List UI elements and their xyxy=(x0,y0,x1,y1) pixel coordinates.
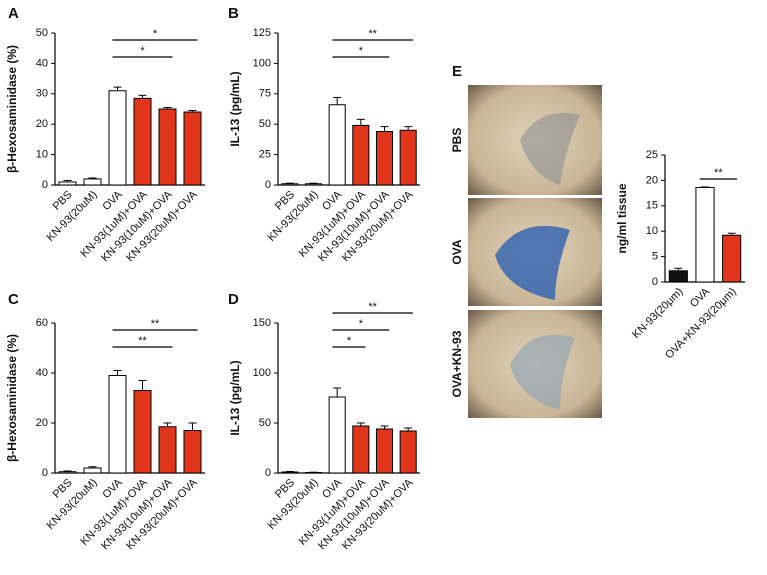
y-axis-label: IL-13 (pg/mL) xyxy=(228,360,242,435)
photo-detail xyxy=(510,334,575,410)
significance-label: * xyxy=(359,318,364,330)
y-tick-label: 100 xyxy=(253,57,271,69)
bar xyxy=(158,426,177,474)
bar xyxy=(722,234,742,283)
y-tick-label: 5 xyxy=(652,251,658,263)
panel-label: C xyxy=(8,291,19,308)
y-tick-label: 15 xyxy=(646,200,658,212)
y-axis-label: ng/ml tissue xyxy=(615,183,629,253)
panel-label: B xyxy=(228,5,239,22)
y-tick-label: 40 xyxy=(36,57,48,69)
y-tick-label: 40 xyxy=(36,367,48,379)
y-tick-label: 0 xyxy=(42,467,48,479)
significance-label: ** xyxy=(138,335,147,347)
bar xyxy=(399,129,417,186)
bar xyxy=(58,181,77,186)
y-tick-label: 0 xyxy=(265,179,271,191)
bar xyxy=(668,270,688,283)
bar xyxy=(352,124,370,186)
y-tick-label: 50 xyxy=(36,27,48,39)
y-axis-label: β-Hexosaminidase (%) xyxy=(5,334,19,462)
panel-label: E xyxy=(452,63,462,80)
bar xyxy=(83,178,102,186)
y-tick-label: 20 xyxy=(36,118,48,130)
y-tick-label: 30 xyxy=(36,88,48,100)
bar xyxy=(133,97,152,186)
bar xyxy=(108,375,127,474)
significance-label: * xyxy=(359,45,364,57)
bar xyxy=(328,104,346,186)
y-tick-label: 25 xyxy=(646,149,658,161)
image-label: OVA+KN-93 xyxy=(450,330,464,397)
significance-label: ** xyxy=(368,301,377,313)
bar xyxy=(183,111,202,186)
y-tick-label: 20 xyxy=(646,174,658,186)
bar xyxy=(281,183,299,186)
bar xyxy=(281,471,299,474)
significance-label: ** xyxy=(368,28,377,40)
bar xyxy=(133,390,152,474)
bar xyxy=(352,425,370,474)
y-tick-label: 10 xyxy=(36,149,48,161)
image-label: OVA xyxy=(450,239,464,264)
significance-label: * xyxy=(347,335,352,347)
y-tick-label: 10 xyxy=(646,225,658,237)
y-tick-label: 75 xyxy=(259,88,271,100)
y-tick-label: 50 xyxy=(259,417,271,429)
significance-label: ** xyxy=(151,318,160,330)
y-axis-label: β-Hexosaminidase (%) xyxy=(5,45,19,173)
bar xyxy=(328,396,346,474)
bar xyxy=(399,430,417,474)
panel-label: D xyxy=(228,291,239,308)
panel-label: A xyxy=(8,5,19,22)
y-tick-label: 100 xyxy=(253,367,271,379)
bar xyxy=(375,130,394,186)
ear-photos xyxy=(468,85,602,418)
bar xyxy=(158,108,177,186)
bar xyxy=(83,467,102,474)
bar xyxy=(183,430,202,474)
bar xyxy=(375,428,394,474)
image-label: PBS xyxy=(450,128,464,153)
y-tick-label: 20 xyxy=(36,417,48,429)
bar xyxy=(695,187,715,283)
y-tick-label: 125 xyxy=(253,27,271,39)
bar xyxy=(58,471,77,474)
y-tick-label: 0 xyxy=(42,179,48,191)
y-tick-label: 60 xyxy=(36,317,48,329)
significance-label: * xyxy=(140,45,145,57)
photo-detail xyxy=(495,225,570,300)
bar xyxy=(108,90,127,186)
significance-label: ** xyxy=(714,167,723,179)
y-tick-label: 0 xyxy=(652,276,658,288)
y-tick-label: 50 xyxy=(259,118,271,130)
y-axis-label: IL-13 (pg/mL) xyxy=(228,71,242,146)
photo-detail xyxy=(520,112,580,185)
y-tick-label: 25 xyxy=(259,149,271,161)
y-tick-label: 0 xyxy=(265,467,271,479)
y-tick-label: 150 xyxy=(253,317,271,329)
significance-label: * xyxy=(153,28,158,40)
x-tick-label: KN-93(20μm) xyxy=(630,286,685,341)
bar xyxy=(304,183,323,186)
